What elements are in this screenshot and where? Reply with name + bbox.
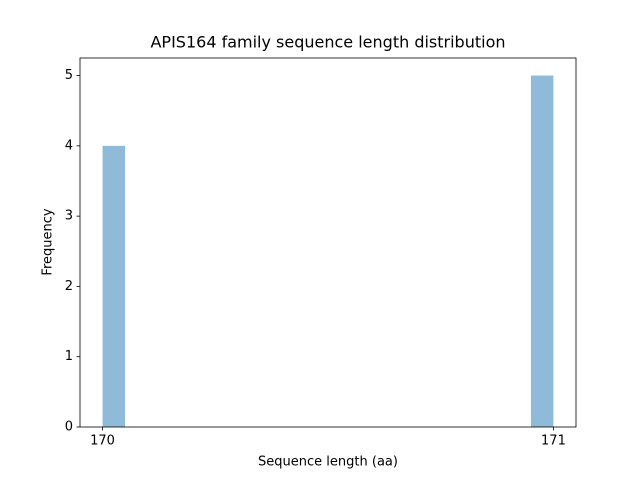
x-axis-label: Sequence length (aa) <box>258 455 398 470</box>
y-tick-label: 0 <box>65 420 73 435</box>
y-tick-label: 1 <box>65 349 73 364</box>
y-axis-label: Frequency <box>41 208 56 275</box>
x-tick-label: 171 <box>541 434 566 449</box>
bar <box>530 75 554 428</box>
y-tick-label: 4 <box>65 138 73 153</box>
chart-title: APIS164 family sequence length distribut… <box>150 33 505 52</box>
x-tick-label: 170 <box>90 434 115 449</box>
y-tick-label: 5 <box>65 68 73 83</box>
y-tick-label: 3 <box>65 209 73 224</box>
y-tick-label: 2 <box>65 279 73 294</box>
plot-frame <box>79 57 577 428</box>
bar <box>102 145 126 427</box>
